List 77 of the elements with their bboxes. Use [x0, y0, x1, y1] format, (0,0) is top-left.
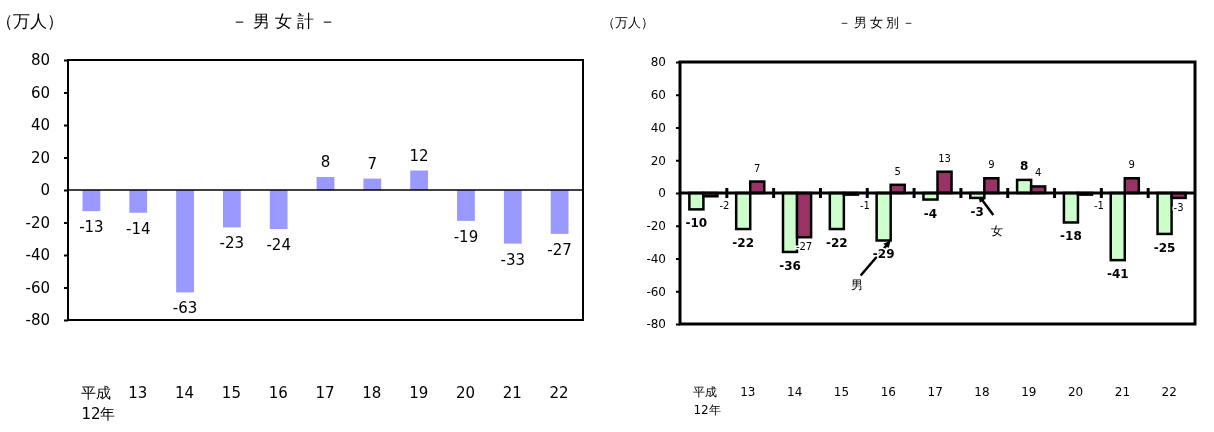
x-tick-label: 21	[1114, 385, 1131, 399]
data-label: -13	[79, 218, 104, 237]
data-label: -27	[547, 240, 572, 259]
x-tick-label: 20	[1067, 385, 1084, 399]
x-tick-label: 15	[833, 385, 850, 399]
data-label: 5	[894, 165, 901, 177]
data-label: 9	[1128, 159, 1135, 171]
annotation: 男	[850, 278, 863, 293]
x-tick-label: 22	[549, 384, 569, 402]
data-label: -23	[219, 234, 245, 253]
x-tick-label: 15	[221, 384, 241, 402]
data-label: -36	[779, 258, 801, 273]
x-tick-label: 17	[315, 384, 335, 402]
data-label: 12	[409, 146, 429, 165]
y-tick-label: 40	[650, 120, 666, 135]
data-label: -22	[826, 236, 848, 251]
data-label: 8	[320, 153, 331, 171]
x-tick-label: 13	[128, 384, 148, 402]
data-label: 9	[988, 159, 995, 171]
data-label: 7	[367, 154, 378, 173]
x-tick-label: 19	[409, 384, 429, 402]
annotation: 女	[991, 224, 1004, 238]
x-tick-label: 17	[927, 385, 943, 399]
x-tick-label: 14	[787, 385, 803, 399]
data-label: -33	[500, 250, 526, 269]
data-label: -25	[1153, 240, 1176, 255]
y-tick-label: 20	[650, 153, 666, 168]
y-tick-label: 20	[30, 148, 50, 167]
y-tick-label: -80	[25, 311, 50, 330]
data-label: -2	[719, 200, 730, 211]
y-axis-title: （万人）	[0, 11, 64, 31]
x-tick-label: 16	[880, 385, 896, 399]
data-label: 13	[938, 152, 951, 164]
x-tick-label: 18	[974, 385, 990, 399]
y-tick-label: -60	[25, 278, 50, 297]
x-tick-label: 平成 12年	[81, 384, 116, 423]
data-label: 8	[1019, 158, 1029, 173]
data-label: -1	[859, 200, 870, 211]
data-label: -18	[1060, 229, 1082, 244]
data-label: -63	[172, 299, 198, 318]
data-label: -14	[125, 219, 151, 238]
y-tick-label: 60	[650, 88, 666, 103]
y-tick-label: -60	[646, 284, 666, 299]
y-tick-label: 80	[30, 51, 50, 70]
data-label: -19	[453, 227, 479, 246]
x-tick-label: 14	[175, 384, 195, 402]
data-label: -22	[732, 236, 755, 251]
x-tick-label: 19	[1021, 385, 1037, 399]
y-tick-label: 0	[658, 186, 666, 201]
data-label: -3	[970, 204, 984, 219]
y-tick-label: 0	[40, 181, 50, 200]
data-label: -3	[1173, 201, 1184, 213]
y-tick-label: -20	[25, 213, 50, 232]
y-tick-label: -40	[646, 251, 666, 266]
y-tick-label: 60	[30, 83, 50, 102]
data-label: -1	[1094, 200, 1104, 211]
x-tick-label: 21	[502, 384, 522, 402]
x-tick-label: 16	[268, 384, 288, 402]
x-tick-label: 20	[455, 384, 476, 402]
data-label: 7	[754, 162, 761, 174]
y-axis-title: （万人）	[602, 15, 654, 30]
data-label: -4	[923, 206, 938, 221]
y-tick-label: -20	[646, 219, 666, 234]
chart-title: －男女別－	[837, 15, 918, 30]
chart-title: －男女計－	[230, 11, 341, 31]
data-label: -41	[1106, 267, 1129, 282]
data-label: 4	[1034, 167, 1042, 179]
y-tick-label: 40	[30, 116, 50, 135]
y-tick-label: -80	[646, 317, 666, 332]
x-tick-label: 13	[740, 385, 756, 399]
data-label: -10	[685, 216, 708, 231]
x-tick-label: 22	[1161, 385, 1177, 399]
x-tick-label: 平成 12年	[693, 385, 721, 417]
y-tick-label: -40	[25, 246, 50, 265]
y-tick-label: 80	[650, 55, 666, 70]
data-label: -24	[266, 236, 291, 254]
x-tick-label: 18	[362, 384, 382, 402]
